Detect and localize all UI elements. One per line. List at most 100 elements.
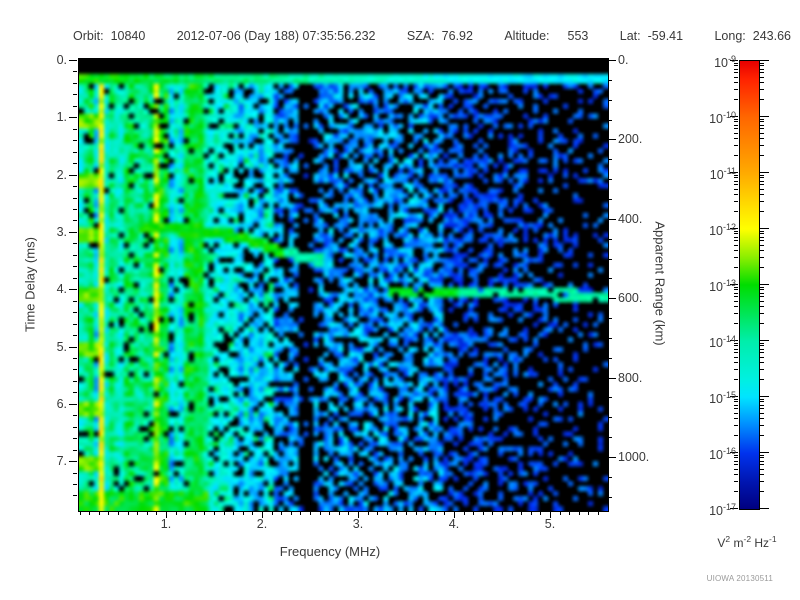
colorbar-minor-tick-left: [734, 455, 738, 456]
y-axis-minor-tick: [73, 198, 77, 199]
colorbar-minor-tick-right: [760, 323, 764, 324]
colorbar-major-tick-left: [730, 284, 738, 285]
colorbar-minor-tick-right: [760, 267, 764, 268]
colorbar-minor-tick-left: [734, 133, 738, 134]
colorbar-tick-label: 10-16: [709, 446, 736, 463]
colorbar-minor-tick-right: [760, 345, 764, 346]
right-axis-tick-label: 200.: [618, 132, 643, 146]
colorbar-minor-tick-right: [760, 418, 764, 419]
y-axis-major-tick: [69, 404, 77, 405]
colorbar-major-tick-left: [730, 396, 738, 397]
x-axis-major-tick: [550, 511, 551, 518]
colorbar-minor-tick-right: [760, 233, 764, 234]
colorbar-major-tick-right: [760, 284, 769, 285]
right-axis-major-tick: [608, 457, 616, 458]
colorbar-minor-tick-left: [734, 474, 738, 475]
colorbar-major-tick-left: [730, 508, 738, 509]
colorbar-minor-tick-left: [734, 267, 738, 268]
colorbar-minor-tick-left: [734, 201, 738, 202]
colorbar-tick-label: 10-12: [709, 222, 736, 239]
datetime-value: 2012-07-06 (Day 188) 07:35:56.232: [176, 29, 376, 43]
colorbar-minor-tick-right: [760, 455, 764, 456]
colorbar-minor-tick-right: [760, 481, 764, 482]
altitude-field: Altitude: 553: [504, 29, 588, 43]
x-axis-major-tick: [262, 511, 263, 518]
y-axis-tick-label: 1.: [56, 110, 67, 124]
y-axis-minor-tick: [73, 106, 77, 107]
colorbar-minor-tick-right: [760, 77, 764, 78]
colorbar-minor-tick-left: [734, 413, 738, 414]
y-axis-minor-tick: [73, 83, 77, 84]
colorbar-minor-tick-left: [734, 240, 738, 241]
x-axis-tick-label: 5.: [544, 517, 556, 531]
long-field: Long: 243.66: [714, 29, 791, 43]
colorbar-minor-tick-left: [734, 177, 738, 178]
y-axis-minor-tick: [73, 255, 77, 256]
colorbar-minor-tick-left: [734, 245, 738, 246]
colorbar-minor-tick-right: [760, 69, 764, 70]
colorbar-minor-tick-right: [760, 133, 764, 134]
header-bar: Orbit: 10840 2012-07-06 (Day 188) 07:35:5…: [73, 29, 791, 43]
colorbar-minor-tick-left: [734, 287, 738, 288]
y-axis-tick-label: 5.: [56, 340, 67, 354]
colorbar-minor-tick-left: [734, 257, 738, 258]
y-axis-minor-tick: [73, 484, 77, 485]
right-axis-tick-label: 800.: [618, 371, 643, 385]
colorbar-tick-label: 10-9: [714, 54, 736, 71]
y-axis-minor-tick: [73, 71, 77, 72]
colorbar-tick-label: 10-10: [709, 110, 736, 127]
colorbar-minor-tick-right: [760, 89, 764, 90]
colorbar-minor-tick-left: [734, 345, 738, 346]
y-axis-minor-tick: [73, 152, 77, 153]
colorbar-major-tick-right: [760, 172, 769, 173]
colorbar-minor-tick-left: [734, 481, 738, 482]
colorbar-minor-tick-right: [760, 250, 764, 251]
colorbar-minor-tick-left: [734, 145, 738, 146]
colorbar-minor-tick-right: [760, 121, 764, 122]
right-axis-tick-label: 1000.: [618, 450, 650, 464]
colorbar-minor-tick-right: [760, 82, 764, 83]
colorbar-major-tick-right: [760, 396, 769, 397]
right-axis-tick-label: 600.: [618, 291, 643, 305]
colorbar-minor-tick-right: [760, 461, 764, 462]
y-axis-major-tick: [69, 347, 77, 348]
colorbar-minor-tick-left: [734, 237, 738, 238]
colorbar-minor-tick-left: [734, 194, 738, 195]
y-axis-minor-tick: [73, 278, 77, 279]
y-axis-tick-label: 6.: [56, 397, 67, 411]
colorbar-minor-tick-left: [734, 369, 738, 370]
colorbar-major-tick-right: [760, 60, 769, 61]
y-axis-major-tick: [69, 175, 77, 176]
colorbar-minor-tick-left: [734, 401, 738, 402]
colorbar-minor-tick-right: [760, 435, 764, 436]
colorbar-minor-tick-left: [734, 175, 738, 176]
y-axis-tick-label: 4.: [56, 282, 67, 296]
y-axis-tick-label: 2.: [56, 168, 67, 182]
right-axis-tick-label: 0.: [618, 53, 629, 67]
sza-value: 76.92: [441, 29, 473, 43]
colorbar-major-tick-right: [760, 228, 769, 229]
colorbar-minor-tick-left: [734, 72, 738, 73]
colorbar-minor-tick-right: [760, 231, 764, 232]
y-axis-minor-tick: [73, 209, 77, 210]
colorbar-minor-tick-left: [734, 352, 738, 353]
colorbar-minor-tick-left: [734, 69, 738, 70]
colorbar-minor-tick-right: [760, 99, 764, 100]
colorbar-minor-tick-left: [734, 99, 738, 100]
colorbar-minor-tick-left: [734, 464, 738, 465]
colorbar-minor-tick-right: [760, 138, 764, 139]
x-axis-title: Frequency (MHz): [279, 544, 381, 559]
colorbar-minor-tick-right: [760, 287, 764, 288]
altitude-label: Altitude:: [504, 29, 550, 43]
colorbar-minor-tick-left: [734, 89, 738, 90]
y-axis-major-tick: [69, 289, 77, 290]
y-axis-tick-label: 0.: [56, 53, 67, 67]
lat-field: Lat: -59.41: [620, 29, 683, 43]
x-axis-major-tick: [454, 511, 455, 518]
colorbar-minor-tick-left: [734, 379, 738, 380]
y-axis-major-tick: [69, 461, 77, 462]
y-axis-minor-tick: [73, 369, 77, 370]
colorbar-minor-tick-right: [760, 128, 764, 129]
colorbar-minor-tick-left: [734, 343, 738, 344]
